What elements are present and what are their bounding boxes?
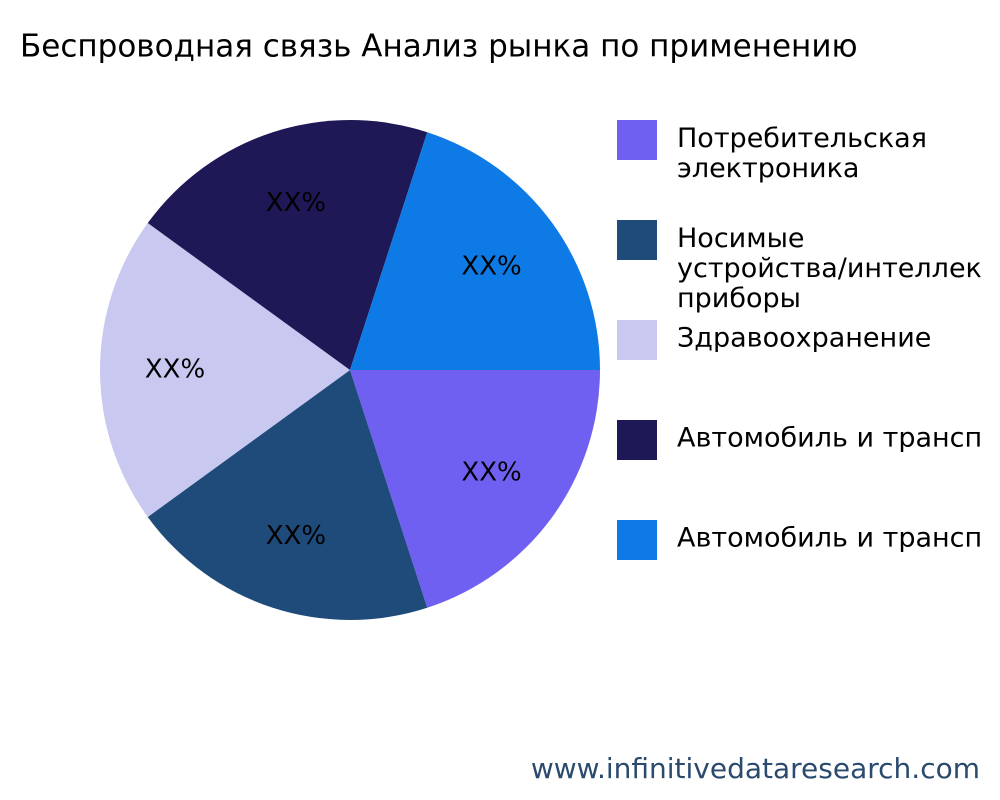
legend-swatch bbox=[617, 420, 657, 460]
data-label: XX% bbox=[461, 252, 521, 282]
legend-label: Потребительская электроника bbox=[677, 123, 927, 184]
pie-slice bbox=[100, 223, 350, 517]
data-label: XX% bbox=[461, 457, 521, 487]
watermark: www.infinitivedataresearch.com bbox=[531, 752, 980, 785]
data-label: XX% bbox=[145, 355, 205, 385]
pie-slice bbox=[350, 370, 600, 608]
pie-slice bbox=[147, 120, 428, 370]
legend-swatch bbox=[617, 320, 657, 360]
legend-swatch bbox=[617, 220, 657, 260]
legend-swatch bbox=[617, 520, 657, 560]
legend-swatch bbox=[617, 120, 657, 160]
legend-label: Автомобиль и трансп bbox=[677, 423, 982, 454]
legend-label: Носимые устройства/интеллек приборы bbox=[677, 223, 982, 314]
data-label: XX% bbox=[266, 521, 326, 551]
legend-label: Автомобиль и трансп bbox=[677, 523, 982, 554]
chart-title: Беспроводная связь Анализ рынка по приме… bbox=[20, 29, 858, 65]
data-label: XX% bbox=[266, 188, 326, 218]
pie-slice bbox=[147, 370, 428, 620]
legend-label: Здравоохранение bbox=[677, 323, 931, 354]
pie-slice bbox=[350, 132, 600, 370]
